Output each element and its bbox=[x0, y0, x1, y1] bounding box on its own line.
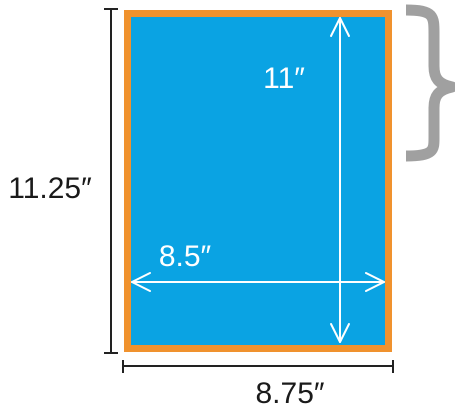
inner-height-arrow bbox=[330, 17, 350, 343]
outer-width-dimension bbox=[122, 360, 394, 373]
right-brace bbox=[405, 4, 455, 162]
outer-height-label: 11.25″ bbox=[8, 172, 92, 205]
inner-width-arrow bbox=[131, 272, 385, 292]
outer-height-dimension bbox=[104, 8, 118, 354]
outer-width-label: 8.75″ bbox=[255, 377, 324, 410]
trim-page bbox=[131, 17, 385, 345]
inner-width-label: 8.5″ bbox=[159, 240, 212, 273]
inner-height-label: 11″ bbox=[263, 62, 305, 95]
